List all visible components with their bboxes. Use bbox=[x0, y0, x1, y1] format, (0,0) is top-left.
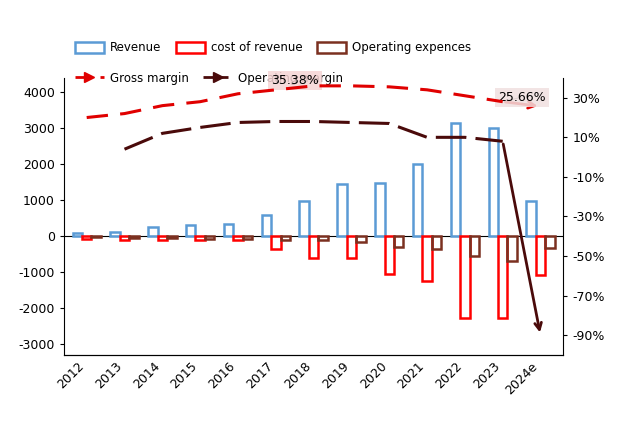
Bar bbox=[300, 200, 309, 236]
Bar bbox=[347, 236, 356, 258]
Bar bbox=[432, 236, 441, 249]
Bar bbox=[498, 236, 508, 318]
Bar bbox=[337, 184, 347, 236]
Bar bbox=[460, 236, 470, 318]
Bar bbox=[72, 233, 82, 236]
Bar bbox=[262, 215, 271, 236]
Text: 35.38%: 35.38% bbox=[271, 74, 319, 87]
Bar bbox=[526, 201, 536, 236]
Bar bbox=[318, 236, 328, 240]
Bar bbox=[120, 236, 129, 240]
Bar bbox=[385, 236, 394, 274]
Bar bbox=[271, 236, 280, 249]
Bar bbox=[92, 236, 101, 237]
Bar bbox=[167, 236, 177, 238]
Bar bbox=[422, 236, 432, 281]
Bar bbox=[375, 183, 385, 236]
Bar bbox=[233, 236, 243, 240]
Bar bbox=[243, 236, 252, 239]
Bar bbox=[148, 227, 157, 236]
Bar bbox=[394, 236, 403, 247]
Bar bbox=[280, 236, 290, 240]
Bar bbox=[195, 236, 205, 240]
Bar bbox=[110, 232, 120, 236]
Bar bbox=[186, 225, 195, 236]
Bar bbox=[157, 236, 167, 240]
Bar bbox=[309, 236, 318, 258]
Bar bbox=[356, 236, 365, 242]
Legend: Gross margin, Operating margin: Gross margin, Operating margin bbox=[70, 67, 348, 90]
Bar bbox=[224, 224, 233, 236]
Bar bbox=[536, 236, 545, 275]
Bar bbox=[488, 128, 498, 236]
Bar bbox=[451, 123, 460, 236]
Text: 25.66%: 25.66% bbox=[498, 90, 545, 103]
Bar bbox=[470, 236, 479, 256]
Bar bbox=[545, 236, 555, 248]
Bar bbox=[82, 236, 92, 239]
Bar bbox=[508, 236, 517, 261]
Bar bbox=[413, 164, 422, 236]
Bar bbox=[129, 236, 139, 238]
Bar bbox=[205, 236, 214, 239]
